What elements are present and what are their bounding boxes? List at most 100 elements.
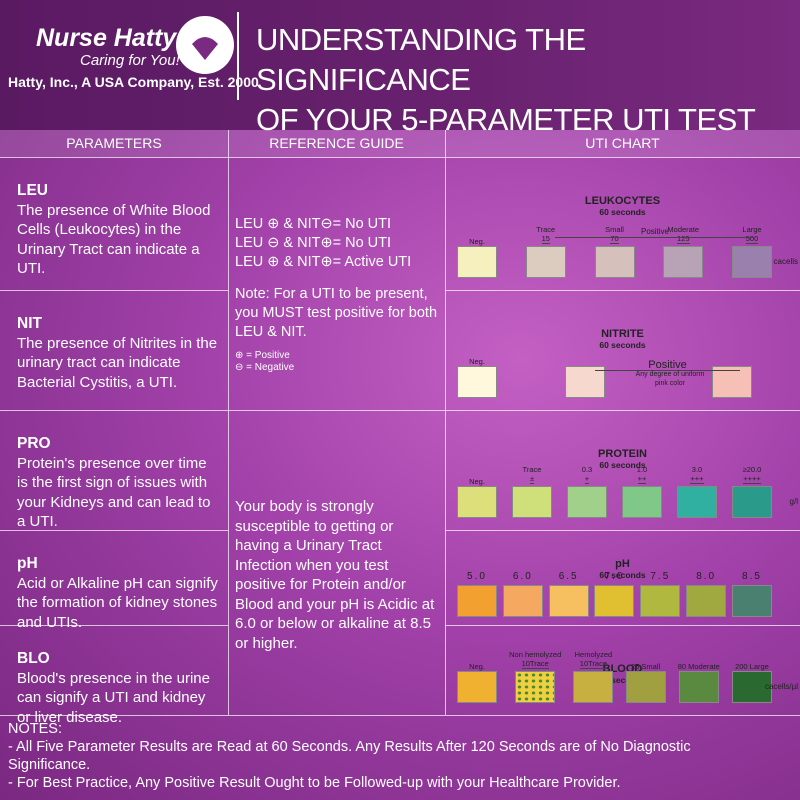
rule: LEU ⊖ & NIT⊕= No UTI xyxy=(235,235,392,251)
swatch: Neg. xyxy=(457,477,497,518)
note-item: - All Five Parameter Results are Read at… xyxy=(8,739,691,773)
chart-heading: LEUKOCYTES 60 seconds xyxy=(445,157,800,217)
color-swatch xyxy=(567,486,607,518)
swatch-row: 5.0 6.0 6.5 7.0 7.5 8.0 8.5 xyxy=(457,571,772,617)
swatch-label: Trace xyxy=(536,225,556,234)
chart-time: 60 seconds xyxy=(599,340,646,350)
legend-item: ⊖ = Negative xyxy=(235,362,295,373)
parameter-name: pH xyxy=(17,555,38,572)
notes-title: NOTES: xyxy=(8,721,62,737)
color-swatch xyxy=(686,585,727,617)
swatch-sub: 15 xyxy=(541,234,550,244)
swatch-label: 80 Moderate xyxy=(677,662,720,671)
parameter-cell: BLO Blood's presence in the urine can sig… xyxy=(0,645,228,726)
swatch-label: Large xyxy=(742,225,762,234)
title-line: OF YOUR 5-PARAMETER UTI TEST xyxy=(256,102,756,137)
chart-time: 60 seconds xyxy=(599,675,646,685)
swatch-sub: 500 xyxy=(745,234,759,244)
swatch: Trace 15 xyxy=(525,225,566,278)
swatch-sub: 125 xyxy=(676,234,690,244)
parameter-cell: NIT The presence of Nitrites in the urina… xyxy=(0,310,228,410)
swatch: Neg. xyxy=(457,662,497,703)
grid-line xyxy=(445,130,446,715)
brand: Nurse Hatty xyxy=(36,24,177,52)
swatch-label: 5.0 xyxy=(467,571,487,582)
group-label: Positive xyxy=(595,360,740,371)
group-note: Any degree of uniform pink color xyxy=(635,371,705,387)
header: Nurse Hatty Caring for You! Hatty, Inc.,… xyxy=(0,0,800,137)
swatch xyxy=(564,366,605,398)
swatch-sub: 70 xyxy=(610,234,619,244)
swatch: 200 Large xyxy=(731,662,772,703)
swatch-label: 3.0 xyxy=(691,465,703,474)
chart: BLOOD 60 seconds Neg. Non hemolyzed 10Trace H… xyxy=(445,625,800,715)
grid-line xyxy=(0,530,228,531)
swatch xyxy=(712,366,752,398)
color-swatch xyxy=(457,585,497,617)
color-swatch xyxy=(457,486,497,518)
swatch: 6.0 xyxy=(502,571,543,617)
swatch-label: Trace xyxy=(522,465,542,474)
grid-line xyxy=(0,625,228,626)
swatch: Large 500 xyxy=(732,225,772,278)
swatch: 7.5 xyxy=(640,571,681,617)
parameter-text: Acid or Alkaline pH can signify the form… xyxy=(17,574,218,631)
swatch-label: Neg. xyxy=(469,237,485,246)
swatch-sub: 10Trace xyxy=(579,659,608,669)
swatch-label: 6.0 xyxy=(512,571,533,582)
color-swatch xyxy=(732,486,772,518)
chart-time: 60 seconds xyxy=(599,570,646,580)
grid-line xyxy=(228,130,229,715)
swatch-row: Neg. Trace ±0.3 +1.0 ++ 3.0 +++ ≥20.0 ++++ xyxy=(457,465,772,518)
swatch: 7.0 xyxy=(594,571,635,617)
chart-time: 60 seconds xyxy=(599,207,646,217)
swatch-label: 7.5 xyxy=(650,571,671,582)
logo xyxy=(176,16,234,74)
color-swatch xyxy=(502,585,543,617)
swatch: Neg. xyxy=(457,357,497,398)
swatch-sub: + xyxy=(584,474,590,484)
parameter-text: Protein's presence over time is the firs… xyxy=(17,454,211,531)
color-swatch xyxy=(622,486,662,518)
color-swatch xyxy=(732,246,772,278)
swatch: Small 70 xyxy=(594,225,635,278)
color-swatch xyxy=(625,671,666,703)
color-swatch xyxy=(678,671,719,703)
column-header: UTI CHART xyxy=(445,130,800,157)
column-header: PARAMETERS xyxy=(0,130,228,157)
legend-item: ⊕ = Positive xyxy=(235,350,290,361)
title-line: UNDERSTANDING THE SIGNIFICANCE xyxy=(256,22,586,97)
grid-line xyxy=(0,715,800,716)
swatch-row: Neg. Non hemolyzed 10Trace Hemolyzed 10Trace… xyxy=(457,650,772,703)
parameter-cell: PRO Protein's presence over time is the f… xyxy=(0,430,228,530)
swatch: 1.0 ++ xyxy=(622,465,662,518)
grid-line xyxy=(0,410,800,411)
color-swatch xyxy=(525,246,566,278)
parameter-text: Blood's presence in the urine can signif… xyxy=(17,669,210,726)
color-swatch xyxy=(712,366,752,398)
swatch: 80 Moderate xyxy=(678,662,720,703)
color-swatch xyxy=(564,366,605,398)
color-swatch xyxy=(663,246,704,278)
chart-title: pH xyxy=(615,558,630,570)
swatch-label: 8.0 xyxy=(696,571,717,582)
swatch: Neg. xyxy=(457,237,497,278)
chart: LEUKOCYTES 60 seconds Neg. Trace 15 Small 70 Mo… xyxy=(445,157,800,290)
swatch: 8.5 xyxy=(731,571,772,617)
grid-line xyxy=(0,290,228,291)
chart: PROTEIN 60 seconds Neg. Trace ±0.3 +1.0 ++ 3.0 +… xyxy=(445,410,800,530)
color-swatch xyxy=(457,366,497,398)
note: Note: For a UTI to be present, you MUST … xyxy=(235,286,438,340)
swatch: 25 Small xyxy=(625,662,666,703)
unit: cacells/µl xyxy=(764,682,798,691)
grid-line xyxy=(445,625,800,626)
swatch-row: Neg. xyxy=(457,357,772,398)
chart-heading: NITRITE 60 seconds xyxy=(445,290,800,350)
swatch-label: Neg. xyxy=(469,662,485,671)
swatch-sub: ± xyxy=(529,474,535,484)
color-swatch xyxy=(573,671,614,703)
color-swatch xyxy=(594,246,635,278)
color-swatch xyxy=(515,671,556,703)
swatch-label: 0.3 xyxy=(581,465,593,474)
